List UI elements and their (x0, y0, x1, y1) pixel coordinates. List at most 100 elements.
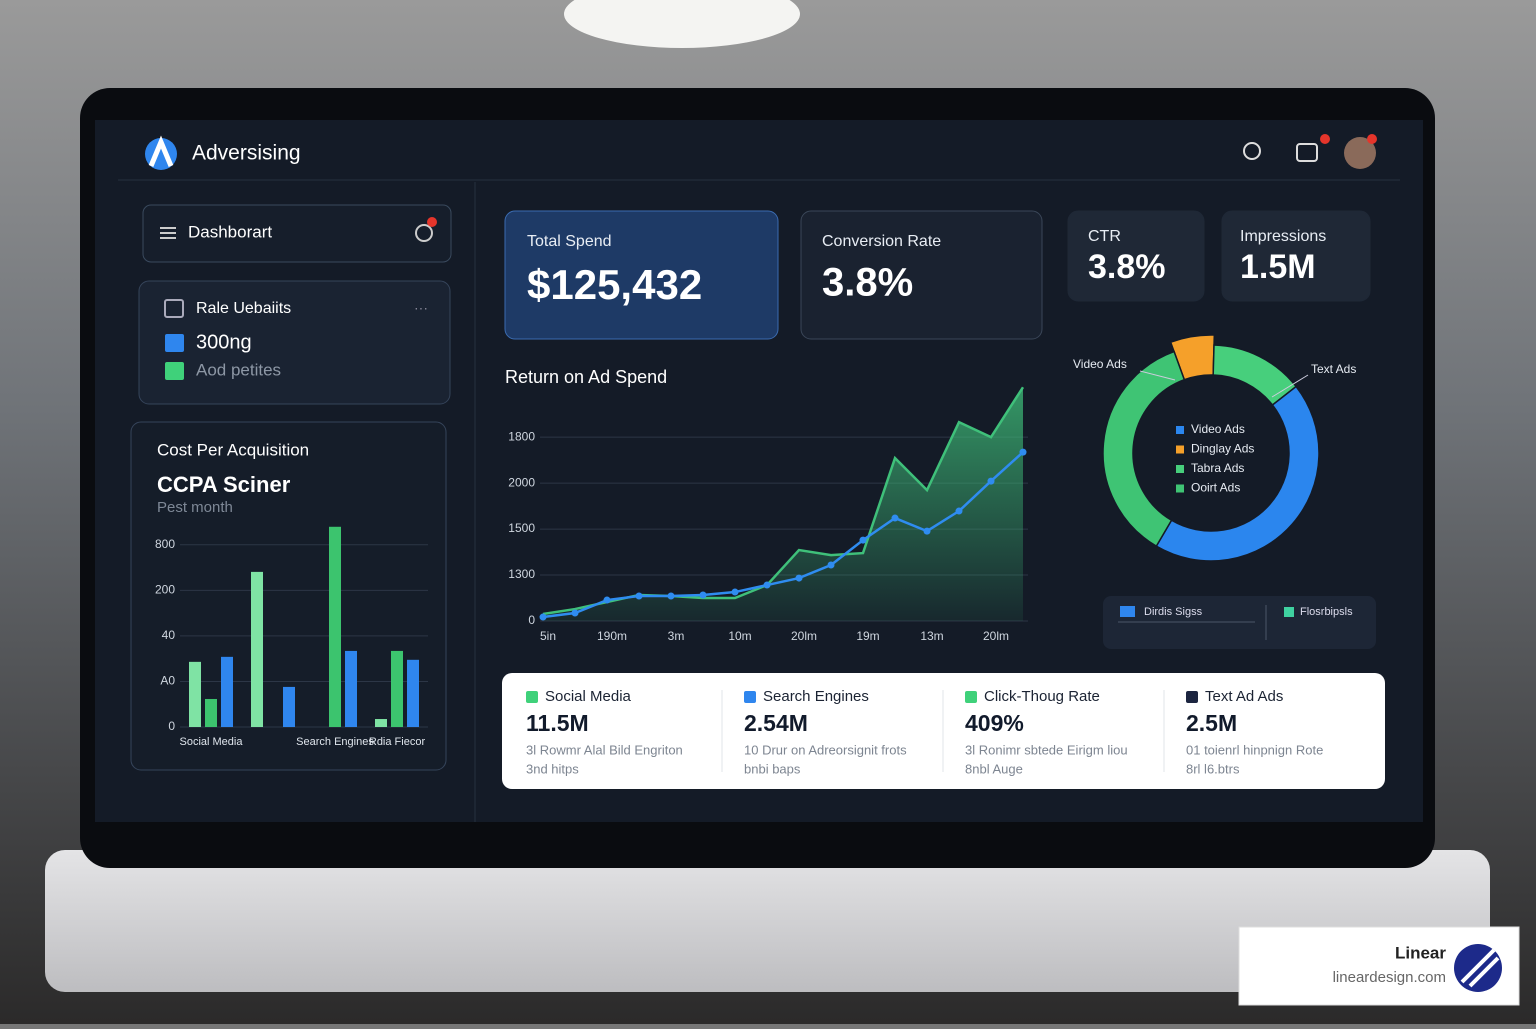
metric-note: bnbi baps (744, 761, 801, 776)
menu-icon (160, 227, 176, 239)
x-tick-label: 190m (597, 629, 627, 643)
bar (221, 656, 233, 727)
y-tick-label: 0 (168, 719, 175, 733)
point (859, 536, 867, 544)
metric-swatch (526, 691, 538, 703)
kpi-value: $125,432 (527, 261, 702, 308)
search-box[interactable] (142, 204, 452, 263)
line (542, 451, 1024, 619)
legend-label: Dinglay Ads (1191, 442, 1254, 456)
y-tick-label: 800 (155, 537, 175, 551)
slice (1102, 350, 1186, 548)
kpi-label: Conversion Rate (822, 233, 941, 250)
search-icon[interactable] (1243, 142, 1261, 160)
bar (283, 686, 295, 727)
metric-value: 2.54M (744, 710, 808, 736)
watermark-brand: Linear (1395, 943, 1446, 962)
x-tick-label: 20lm (983, 629, 1009, 643)
search-text: Dashborart (188, 222, 272, 241)
box-swatch (1284, 607, 1294, 617)
kpi-row: Total Spend $125,432 Conversion Rate 3.8% CT… (504, 210, 1371, 340)
card-icon (164, 299, 184, 318)
annotation: Video Ads (1073, 357, 1127, 371)
card-menu[interactable]: ··· (414, 300, 428, 316)
watermark-mark (1460, 948, 1500, 988)
metric-note: 3l Ronimr sbtede Eirigm liou (965, 742, 1128, 757)
x-tick-label: 13m (920, 629, 943, 643)
metric-title: Search Engines (763, 688, 869, 705)
legend-swatch (1176, 484, 1184, 493)
kpi-card (504, 210, 779, 340)
metric-note: 3nd hitps (526, 761, 579, 776)
slice (1155, 385, 1320, 562)
box-item: Dirdis Sigss (1144, 606, 1203, 618)
metric-title: Click-Thoug Rate (984, 688, 1100, 705)
x-tick-label: 5in (540, 629, 556, 643)
metric-value: 11.5M (526, 710, 589, 736)
point (667, 592, 675, 600)
y-tick-label: 40 (162, 628, 176, 642)
metric-note: 3l Rowmr Alal Bild Engriton (526, 742, 683, 757)
notification-dot (427, 217, 437, 227)
point (699, 591, 707, 599)
watermark-url: lineardesign.com (1333, 969, 1446, 986)
kpi-value: 3.8% (822, 261, 913, 305)
point (987, 477, 995, 485)
avatar[interactable] (1344, 137, 1376, 169)
card-title: Rale Uebaiits (196, 300, 291, 317)
notification-dot (1367, 134, 1377, 144)
metric-note: 01 toienrl hinpnign Rote (1186, 742, 1323, 757)
x-tick-label: 20lm (791, 629, 817, 643)
metric-swatch (1186, 691, 1198, 703)
leader-line (1139, 370, 1176, 381)
x-tick-label: 3m (668, 629, 685, 643)
point (603, 596, 611, 604)
legend-label: Video Ads (1191, 422, 1245, 436)
y-tick-label: 200 (155, 583, 175, 597)
metric-note: 10 Drur on Adreorsignit frots (744, 742, 907, 757)
y-tick-label: 2000 (508, 475, 535, 489)
point (891, 514, 899, 522)
legend-swatch (1176, 426, 1184, 434)
bar (205, 698, 217, 727)
annotation: Text Ads (1311, 362, 1356, 376)
chart-heading: CCPA Sciner (157, 472, 291, 497)
metric-title: Text Ad Ads (1205, 688, 1283, 705)
bar (251, 571, 263, 727)
legend-swatch (1176, 465, 1184, 473)
metrics: Social Media 11.5M 3l Rowmr Alal Bild Engr… (526, 688, 1323, 776)
bar (329, 526, 341, 727)
cpa-card (130, 421, 447, 771)
app-title: Adversising (192, 142, 301, 165)
x-tick-label: Social Media (180, 736, 244, 748)
logo-mark (148, 135, 174, 167)
x-tick-label: 19m (856, 629, 879, 643)
chart-subtitle: Pest month (157, 499, 233, 516)
bar (189, 661, 201, 727)
ceiling-light (564, 0, 800, 48)
x-tick-label: Search Engines (296, 736, 374, 748)
point (539, 613, 547, 621)
metric-swatch (965, 691, 977, 703)
metric-title: Social Media (545, 688, 632, 705)
kpi-value: 3.8% (1088, 248, 1166, 286)
point (763, 581, 771, 589)
box-item: Flosrbipsls (1300, 606, 1353, 618)
item-swatch (165, 362, 184, 380)
bag-icon[interactable] (1296, 143, 1318, 162)
point (635, 592, 643, 600)
y-tick-label: 1800 (508, 429, 535, 443)
y-tick-label: A0 (160, 674, 175, 688)
bar (391, 650, 403, 727)
card-item: 300ng (196, 331, 252, 353)
point (1019, 448, 1027, 456)
search-icon (415, 224, 433, 242)
card-item: Aod petites (196, 360, 281, 379)
metric-value: 2.5M (1186, 710, 1237, 736)
legend-label: Ooirt Ads (1191, 481, 1240, 495)
x-tick-label: Rdia Fiecor (369, 736, 426, 748)
kpi-card (1067, 210, 1205, 302)
leader-line (1271, 374, 1309, 398)
